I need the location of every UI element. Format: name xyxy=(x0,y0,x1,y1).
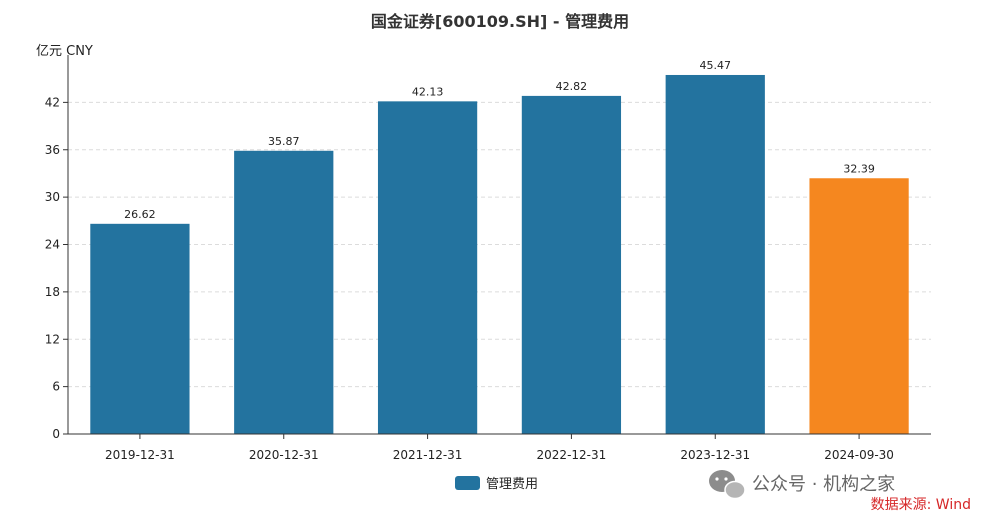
data-label: 35.87 xyxy=(268,135,300,148)
bar[interactable] xyxy=(377,101,478,434)
data-labels: 26.62 35.87 42.13 42.82 45.47 32.39 xyxy=(124,59,875,221)
y-tick-label: 42 xyxy=(45,95,60,109)
legend[interactable]: 管理费用 xyxy=(455,476,538,492)
bar[interactable] xyxy=(521,95,622,434)
bar[interactable] xyxy=(234,150,334,434)
grid xyxy=(68,101,931,388)
y-tick-label: 30 xyxy=(45,190,60,204)
x-tick-label: 2023-12-31 xyxy=(680,448,750,462)
x-tick-label: 2022-12-31 xyxy=(537,448,607,462)
data-label: 42.13 xyxy=(412,85,444,98)
watermark-text: 公众号 · 机构之家 xyxy=(752,474,895,495)
source-note: 数据来源: Wind xyxy=(871,497,971,513)
watermark: 公众号 · 机构之家 xyxy=(709,470,895,500)
bars xyxy=(90,74,909,435)
legend-label: 管理费用 xyxy=(486,477,538,492)
y-tick-label: 0 xyxy=(52,427,60,441)
chart-title: 国金证券[600109.SH] - 管理费用 xyxy=(371,12,629,31)
data-label: 26.62 xyxy=(124,208,156,221)
data-label: 42.82 xyxy=(556,80,588,93)
data-label: 32.39 xyxy=(843,162,875,175)
y-tick-label: 18 xyxy=(45,285,60,299)
axes: 0 6 12 18 24 30 36 42 2019-12-31 2020-12-31 2021-1… xyxy=(45,55,931,462)
wechat-icon xyxy=(709,470,746,500)
y-tick-label: 12 xyxy=(45,332,60,346)
bar[interactable] xyxy=(665,74,765,435)
bar[interactable] xyxy=(90,223,190,434)
y-unit-label: 亿元 CNY xyxy=(36,44,93,59)
data-label: 45.47 xyxy=(700,59,732,72)
x-tick-label: 2024-09-30 xyxy=(824,448,894,462)
y-tick-label: 24 xyxy=(45,238,60,252)
x-tick-label: 2020-12-31 xyxy=(249,448,319,462)
y-tick-label: 36 xyxy=(45,143,60,157)
bar[interactable] xyxy=(809,178,909,434)
y-tick-label: 6 xyxy=(52,380,60,394)
legend-swatch xyxy=(455,476,480,490)
x-tick-label: 2019-12-31 xyxy=(105,448,175,462)
x-tick-label: 2021-12-31 xyxy=(393,448,463,462)
